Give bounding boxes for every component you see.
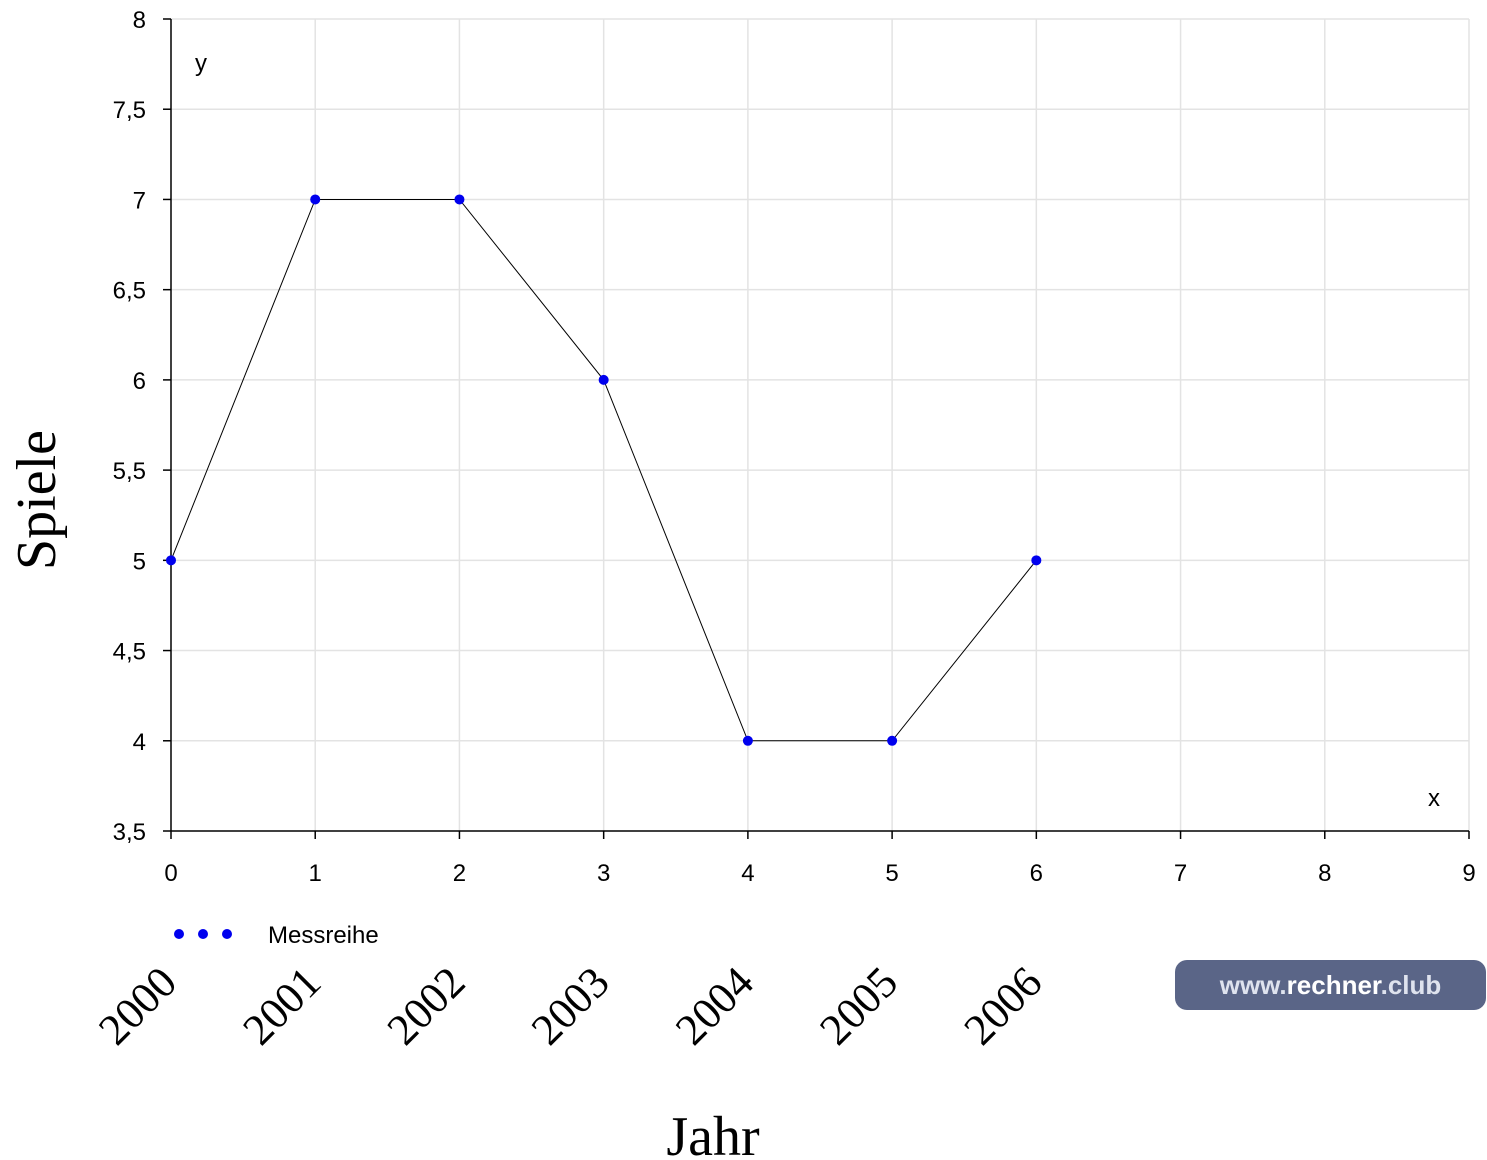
y-tick-label: 8 — [133, 7, 146, 34]
year-label: 2003 — [522, 957, 619, 1054]
y-tick-label: 3,5 — [113, 819, 146, 846]
data-point — [887, 735, 898, 746]
year-label: 2006 — [955, 957, 1052, 1054]
data-point — [598, 374, 609, 385]
y-tick-label: 4,5 — [113, 639, 146, 666]
data-point — [310, 194, 321, 205]
y-tick-label: 6 — [133, 368, 146, 395]
series-points — [166, 194, 1042, 746]
x-axis-title: Jahr — [666, 1106, 760, 1160]
axes — [163, 18, 1470, 839]
y-tick-label: 7 — [133, 187, 146, 214]
x-tick-label: 6 — [1030, 860, 1043, 887]
year-labels: 2000 2001 2002 2003 2004 2005 2006 — [89, 957, 1051, 1054]
year-label: 2002 — [378, 957, 475, 1054]
y-tick-label: 7,5 — [113, 97, 146, 124]
x-tick-label: 9 — [1462, 860, 1475, 887]
data-point — [1031, 555, 1042, 566]
year-label: 2004 — [666, 957, 763, 1054]
year-label: 2001 — [233, 957, 330, 1054]
x-tick-label: 0 — [164, 860, 177, 887]
y-tick-label: 5 — [133, 548, 146, 575]
x-tick-label: 5 — [885, 860, 898, 887]
legend-marker — [174, 929, 184, 939]
x-tick-label: 4 — [741, 860, 754, 887]
y-tick-label: 6,5 — [113, 278, 146, 305]
data-point — [454, 194, 465, 205]
watermark-suffix: .club — [1380, 970, 1442, 1000]
tick-labels: 0 1 2 3 4 5 6 7 8 9 3,5 4 4,5 5 5,5 6 6,5 7 7,5 8 — [113, 7, 1476, 887]
x-tick-label: 1 — [309, 860, 322, 887]
legend: Messreihe — [174, 922, 379, 949]
x-axis-corner-label: x — [1428, 785, 1440, 812]
year-label: 2000 — [89, 957, 186, 1054]
watermark-main: rechner — [1286, 970, 1381, 1000]
x-tick-label: 7 — [1174, 860, 1187, 887]
x-tick-label: 2 — [453, 860, 466, 887]
y-tick-label: 4 — [133, 729, 146, 756]
x-tick-label: 8 — [1318, 860, 1331, 887]
watermark-prefix: www. — [1219, 970, 1287, 1000]
year-label: 2005 — [810, 957, 907, 1054]
y-tick-label: 5,5 — [113, 458, 146, 485]
legend-label: Messreihe — [268, 922, 379, 949]
y-axis-corner-label: y — [195, 50, 207, 77]
legend-marker — [198, 929, 208, 939]
data-point — [742, 735, 753, 746]
watermark-badge: www.rechner.club — [1175, 960, 1486, 1010]
data-point — [166, 555, 176, 566]
x-tick-label: 3 — [597, 860, 610, 887]
y-axis-title: Spiele — [6, 430, 68, 570]
gridlines — [171, 18, 1470, 831]
legend-marker — [222, 929, 232, 939]
